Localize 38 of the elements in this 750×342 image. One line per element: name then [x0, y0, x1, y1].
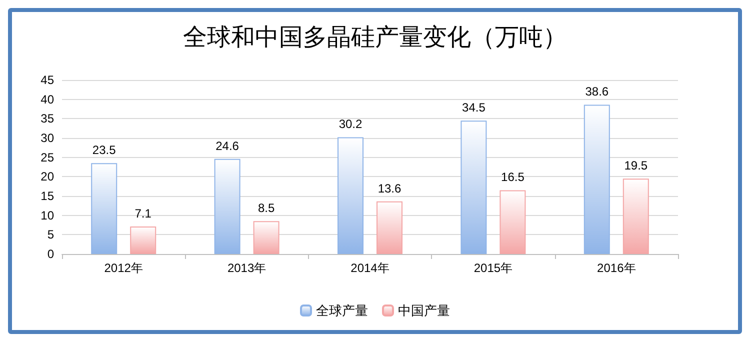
y-tick-label: 40	[40, 92, 54, 106]
bar	[130, 226, 156, 254]
data-label: 38.6	[585, 84, 609, 99]
bar	[338, 137, 364, 254]
x-tick-label: 2012年	[104, 261, 143, 275]
bar	[622, 178, 649, 254]
data-label: 34.5	[462, 100, 486, 115]
x-tick-label: 2013年	[227, 261, 266, 275]
y-tick-label: 5	[47, 228, 54, 242]
data-label: 24.6	[216, 138, 240, 153]
y-tick-label: 0	[47, 247, 54, 261]
bar	[460, 120, 487, 254]
data-label: 23.5	[92, 143, 116, 158]
legend-label: 中国产量	[398, 303, 450, 318]
x-tick-label: 2015年	[474, 261, 513, 275]
y-tick-label: 20	[40, 170, 54, 184]
bar	[376, 201, 402, 254]
data-label: 19.5	[624, 158, 648, 173]
legend-label: 全球产量	[316, 303, 368, 318]
chart-title: 全球和中国多晶硅产量变化（万吨）	[183, 23, 567, 51]
data-label: 8.5	[258, 201, 275, 216]
data-label: 7.1	[134, 206, 152, 221]
y-tick-label: 35	[40, 112, 54, 126]
data-label: 30.2	[338, 117, 362, 132]
y-tick-label: 45	[40, 73, 54, 87]
bar	[214, 158, 240, 254]
y-tick-label: 15	[40, 189, 54, 203]
data-label: 13.6	[378, 181, 402, 196]
data-label: 16.5	[501, 170, 525, 184]
bar	[584, 104, 610, 254]
bar	[253, 221, 280, 254]
bar	[500, 190, 526, 254]
bar	[91, 163, 118, 254]
x-tick-label: 2014年	[350, 261, 390, 275]
y-tick-label: 25	[40, 150, 54, 164]
y-tick-label: 10	[40, 208, 54, 222]
y-tick-label: 30	[40, 131, 54, 145]
x-tick-label: 2016年	[597, 261, 636, 275]
